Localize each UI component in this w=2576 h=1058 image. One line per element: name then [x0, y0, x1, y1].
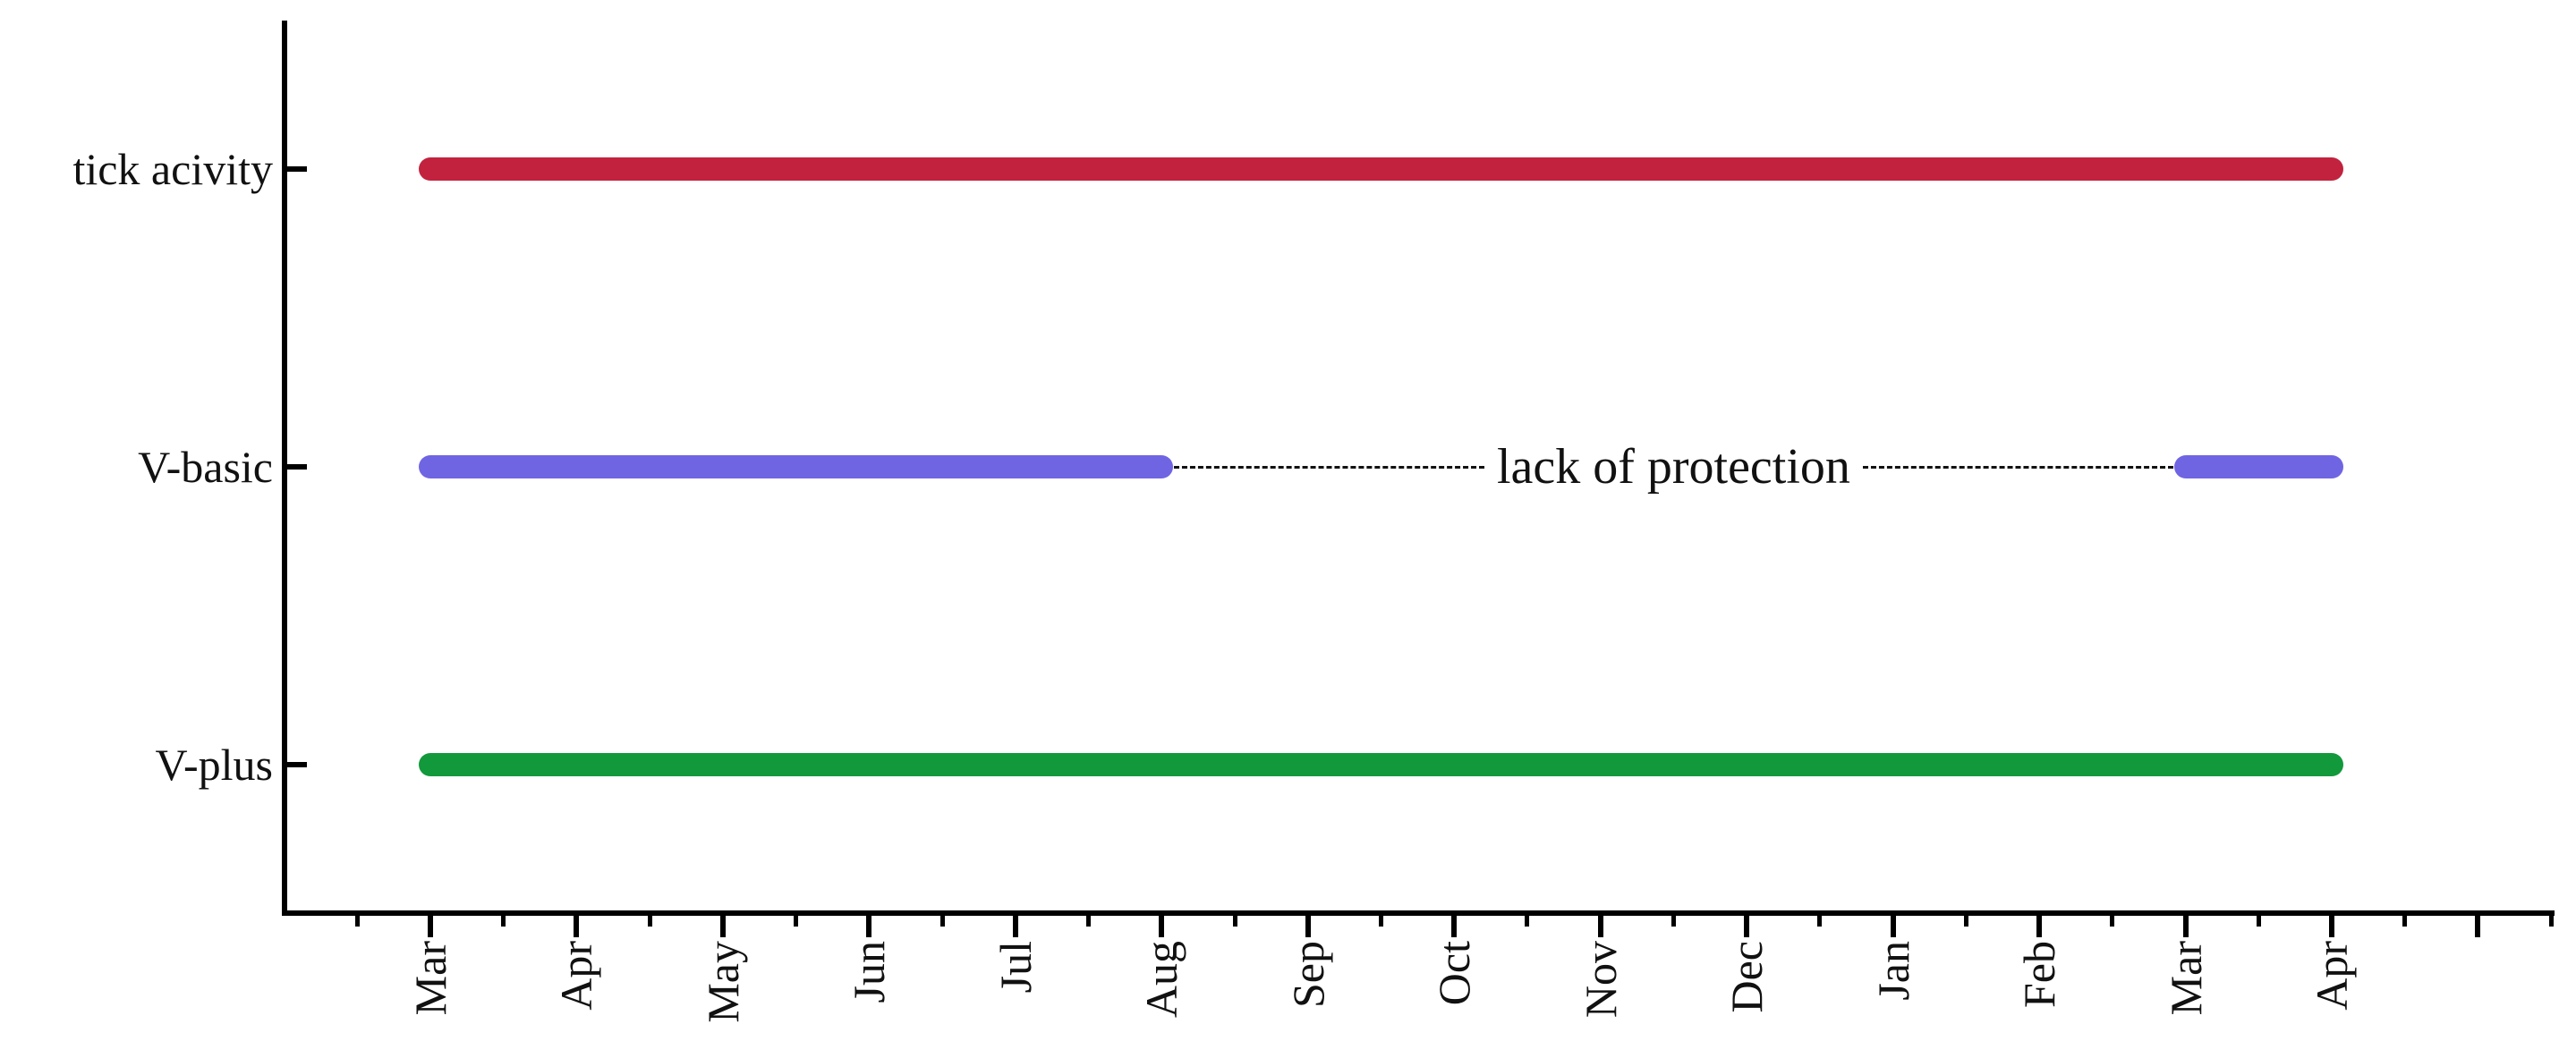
x-month-label: Feb [2014, 941, 2065, 1008]
x-axis-minor-tick [1671, 910, 1676, 927]
gap-annotation: lack of protection [1174, 436, 2173, 498]
y-category-label: V-plus [155, 740, 273, 790]
y-axis-tick [286, 464, 307, 470]
x-month-label: Jun [844, 941, 895, 1003]
x-month-label: Oct [1429, 941, 1480, 1006]
x-axis-minor-tick [794, 910, 799, 927]
x-axis-minor-tick [1963, 910, 1968, 927]
x-month-label: Apr [2306, 941, 2357, 1011]
x-axis-major-tick [574, 910, 580, 937]
x-month-label: Apr [551, 941, 602, 1011]
x-axis-minor-tick [1232, 910, 1237, 927]
x-axis-minor-tick [1817, 910, 1823, 927]
timeline-bar-v-plus [419, 753, 2343, 776]
x-month-label: Dec [1722, 941, 1773, 1013]
y-axis-tick [286, 166, 307, 172]
x-month-label: Jul [990, 941, 1041, 994]
x-axis-major-tick [2475, 910, 2481, 937]
x-month-label: Nov [1575, 941, 1626, 1019]
x-axis-major-tick [1597, 910, 1603, 937]
x-month-label: Sep [1282, 941, 1333, 1008]
x-axis-minor-tick [2256, 910, 2261, 927]
x-axis-major-tick [719, 910, 726, 937]
x-axis-line [281, 910, 2555, 916]
x-month-label: Jan [1867, 941, 1918, 1001]
x-axis-minor-tick [2402, 910, 2408, 927]
y-axis-tick [286, 762, 307, 767]
x-axis-major-tick [1451, 910, 1458, 937]
x-month-label: Aug [1136, 941, 1187, 1019]
x-axis-major-tick [2328, 910, 2334, 937]
x-axis-minor-tick [1086, 910, 1092, 927]
x-month-label: Mar [405, 941, 455, 1016]
dashed-line-right [1862, 465, 2173, 469]
gap-annotation-label: lack of protection [1496, 439, 1850, 495]
timeline-bar-v-basic [2173, 455, 2343, 478]
y-category-label: tick acivity [72, 144, 273, 194]
y-category-label: V-basic [138, 442, 273, 492]
x-axis-major-tick [866, 910, 872, 937]
x-axis-minor-tick [2548, 910, 2554, 927]
x-axis-major-tick [2036, 910, 2043, 937]
timeline-bar-tick-acivity [419, 157, 2343, 181]
x-axis-minor-tick [647, 910, 652, 927]
x-axis-minor-tick [501, 910, 506, 927]
x-axis-major-tick [428, 910, 433, 937]
x-month-label: May [697, 941, 748, 1023]
x-axis-minor-tick [1525, 910, 1530, 927]
x-axis-major-tick [1744, 910, 1750, 937]
x-axis-minor-tick [354, 910, 360, 927]
x-axis-major-tick [1890, 910, 1896, 937]
x-axis-major-tick [1012, 910, 1018, 937]
timeline-bar-v-basic [419, 455, 1174, 478]
x-axis-major-tick [1159, 910, 1165, 937]
x-axis-major-tick [1305, 910, 1311, 937]
y-axis-line [281, 21, 287, 916]
x-month-label: Mar [2160, 941, 2211, 1016]
x-axis-minor-tick [939, 910, 945, 927]
x-axis-major-tick [2182, 910, 2189, 937]
x-axis-minor-tick [1378, 910, 1383, 927]
dashed-line-left [1174, 465, 1484, 469]
x-axis-minor-tick [2110, 910, 2115, 927]
